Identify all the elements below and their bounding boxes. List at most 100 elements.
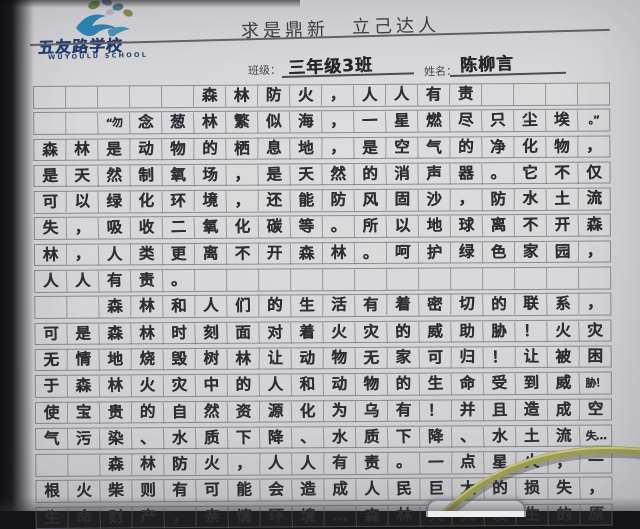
grid-cell: 是 [257,164,290,186]
grid-row: 森林是动物的栖息地，是空气的净化物， [33,135,611,162]
grid-cell: 受 [482,372,516,395]
grid-cell: 资 [226,400,260,423]
grid-cell: 还 [257,190,290,211]
grid-cell [34,87,65,108]
grid-row: 使宝贵的自然资源化为乌有！并且造成空 [34,398,613,425]
grid-row: 于森林火灾中的人和动物的生命受到威胁！ [34,371,612,398]
grid-row: 林，人类更离不开森林。呵护绿色家园， [33,240,612,267]
grid-cell: 固 [385,189,418,211]
grid-row: 可以绿化环境，还能防风固沙，防水土流 [33,187,611,214]
grid-cell: 水 [513,188,546,210]
photo-top-shadow [0,0,300,8]
grid-cell: 、 [130,427,164,450]
grid-cell: 情 [66,349,99,370]
grid-cell: 宝 [66,401,100,423]
grid-cell [97,86,130,108]
school-name-en: WUYOULU SCHOOL [47,50,149,62]
grid-cell: 似 [256,111,290,133]
grid-cell: ， [577,135,610,157]
grid-cell: 火 [288,84,322,107]
grid-cell: 有 [416,84,450,106]
grid-cell: 们 [226,295,259,317]
grid-cell: 贵 [98,401,132,423]
grid-cell [514,267,547,289]
grid-cell: 乌 [354,400,388,422]
grid-cell: 树 [194,348,227,370]
grid-cell: 胁！ [578,372,612,394]
grid-cell: 燃 [416,110,450,132]
grid-row: 是天然制氧场，是天然的消声器。它不仅 [33,161,611,188]
grid-cell: 火 [195,453,228,475]
grid-cell: 失 [547,477,580,500]
grid-cell: 困 [578,345,611,367]
grid-cell: 烧 [130,348,163,370]
grid-cell [354,268,387,290]
grid-cell: 和 [162,296,195,318]
grid-cell: 和 [290,374,324,396]
grid-cell: 让 [514,346,547,368]
grid-row: 森林防火，人人有责。一点星火，一 [35,450,613,477]
grid-cell: 绿 [449,241,483,263]
grid-cell: 一 [352,110,386,133]
grid-cell [578,267,611,289]
grid-cell: 林 [42,245,59,264]
grid-cell: ， [320,84,354,106]
grid-cell: 境 [193,190,226,212]
grid-cell: 源 [258,400,292,422]
essay-grid: 森林防火，人人有责 “勿念葱林繁似海，一星燃尽只尘埃。” 森林是动物的栖息地，是空气… [33,82,613,529]
grid-cell: 于 [43,376,60,396]
grid-cell: 降 [258,427,292,449]
grid-cell: ！ [514,320,547,342]
grid-cell: 一 [419,452,452,474]
grid-cell: 场 [193,164,226,186]
grid-cell: 是 [353,137,386,159]
grid-cell: 使 [43,403,60,422]
grid-row: 森林和人们的生活有着密切的联系， [34,292,612,319]
grid-cell: 的 [193,137,226,159]
grid-cell: 火 [546,320,579,342]
grid-cell: 不 [545,162,578,184]
grid-cell: 染 [98,427,132,450]
grid-cell: 人 [259,453,292,474]
motto-left: 求是鼎新 [240,19,330,42]
grid-cell: 责 [448,83,482,105]
grid-cell: 护 [417,241,451,264]
grid-cell [129,86,162,107]
grid-cell: 切 [450,294,483,315]
grid-cell: 的 [386,373,420,396]
grid-cell: 时 [162,322,195,344]
grid-cell: 碳 [257,216,291,238]
grid-cell: 人 [384,84,418,105]
grid-cell: 被 [546,346,579,368]
grid-cell: 着 [386,294,419,316]
grid-row: 无情地烧毁树林让动物无家可归！让被困 [34,345,612,372]
grid-cell: 家 [386,347,419,368]
grid-row: “勿念葱林繁似海，一星燃尽只尘埃。” [33,108,611,135]
grid-cell: 的 [258,295,291,317]
grid-cell: 地 [289,137,322,159]
grid-cell: 有 [354,294,387,317]
grid-cell: 天 [289,163,322,186]
grid-cell: ， [225,164,258,186]
grid-cell: 人 [42,271,59,290]
grid-cell: 离 [193,243,227,264]
grid-cell: 它 [513,162,546,184]
grid-cell: 防 [481,188,514,211]
grid-cell: 只 [480,109,514,132]
grid-cell: 质 [354,426,388,448]
grid-cell: 化 [513,135,546,157]
grid-cell [34,113,65,134]
grid-cell: 器 [449,162,482,185]
grid-cell: 毁 [162,348,195,370]
grid-cell: 水 [482,425,516,448]
grid-cell: 气 [43,429,60,448]
grid-cell [66,296,99,318]
grid-cell: 刻 [194,321,227,344]
grid-cell: 更 [161,243,195,265]
grid-cell: 气 [417,136,450,159]
grid-cell: 失 [42,218,59,238]
grid-cell [386,268,419,290]
grid-cell: 动 [322,374,356,396]
grid-cell [450,268,483,290]
grid-cell: 绿 [97,191,130,213]
